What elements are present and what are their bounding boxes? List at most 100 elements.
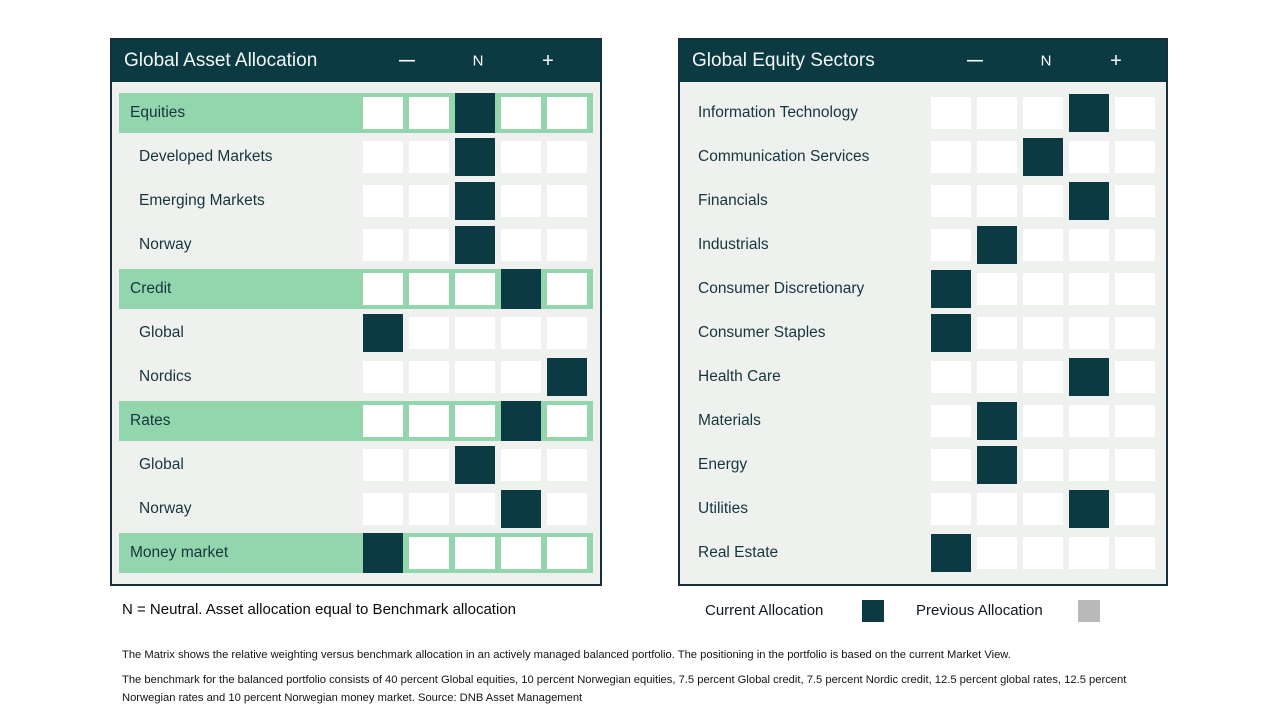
allocation-cell (547, 273, 587, 305)
allocation-cell (547, 317, 587, 349)
allocation-cell-current (363, 533, 403, 573)
allocation-scale (931, 311, 1155, 355)
allocation-cell (363, 97, 403, 129)
allocation-scale (931, 487, 1155, 531)
allocation-cell (1023, 361, 1063, 393)
row-label: Communication Services (698, 148, 870, 165)
allocation-cell-current (1023, 138, 1063, 176)
allocation-cell (455, 317, 495, 349)
allocation-cell (1115, 537, 1155, 569)
allocation-cell (1023, 185, 1063, 217)
allocation-cell (1023, 273, 1063, 305)
table-body: Equities Developed Markets Emerging Market… (112, 82, 600, 584)
allocation-cell (1069, 317, 1109, 349)
allocation-cell (547, 405, 587, 437)
allocation-cell (1115, 185, 1155, 217)
allocation-cell-current (977, 402, 1017, 440)
allocation-cell (455, 361, 495, 393)
row-label: Developed Markets (139, 148, 273, 165)
allocation-cell (1069, 141, 1109, 173)
allocation-scale (363, 311, 587, 355)
row-label: Emerging Markets (139, 192, 265, 209)
row-label: Credit (130, 280, 172, 297)
allocation-cell (409, 229, 449, 261)
allocation-cell (1023, 229, 1063, 261)
table-title: Global Equity Sectors (692, 50, 875, 71)
allocation-cell-current (547, 358, 587, 396)
allocation-scale (363, 223, 587, 267)
allocation-cell (501, 185, 541, 217)
table-header: Global Equity Sectors — N + (680, 40, 1166, 82)
allocation-cell (977, 97, 1017, 129)
allocation-cell (1023, 449, 1063, 481)
row-label: Industrials (698, 236, 769, 253)
allocation-cell (931, 141, 971, 173)
allocation-scale (931, 531, 1155, 575)
allocation-cell (501, 449, 541, 481)
allocation-scale (931, 179, 1155, 223)
allocation-cell (1023, 317, 1063, 349)
row-label: Materials (698, 412, 761, 429)
allocation-cell (1115, 229, 1155, 261)
allocation-cell (501, 141, 541, 173)
allocation-cell (1115, 449, 1155, 481)
footnote-matrix-description: The Matrix shows the relative weighting … (122, 649, 1011, 662)
allocation-cell (501, 229, 541, 261)
footnote-benchmark-description: The benchmark for the balanced portfolio… (122, 674, 1127, 705)
row-label: Norway (139, 236, 192, 253)
allocation-cell (363, 449, 403, 481)
allocation-cell (547, 185, 587, 217)
row-label: Norway (139, 500, 192, 517)
allocation-scale (931, 399, 1155, 443)
allocation-scale (363, 93, 587, 133)
allocation-cell-current (501, 490, 541, 528)
table-row: Utilities (687, 487, 1159, 531)
allocation-scale (363, 269, 587, 309)
allocation-cell (547, 449, 587, 481)
allocation-scale (931, 135, 1155, 179)
allocation-cell (1023, 405, 1063, 437)
row-label: Global (139, 456, 184, 473)
allocation-scale (363, 179, 587, 223)
allocation-cell (1115, 141, 1155, 173)
allocation-cell-current (931, 534, 971, 572)
allocation-cell (977, 361, 1017, 393)
allocation-cell (1023, 97, 1063, 129)
table-row: Norway (119, 487, 593, 531)
allocation-cell (409, 273, 449, 305)
row-label: Real Estate (698, 544, 779, 561)
table-row: Nordics (119, 355, 593, 399)
allocation-scale (363, 533, 587, 573)
row-label: Rates (130, 412, 171, 429)
row-label: Utilities (698, 500, 748, 517)
allocation-cell (931, 97, 971, 129)
allocation-cell (931, 493, 971, 525)
allocation-cell (977, 141, 1017, 173)
allocation-scale (363, 401, 587, 441)
allocation-cell (931, 185, 971, 217)
allocation-cell (977, 185, 1017, 217)
allocation-cell (931, 449, 971, 481)
row-label: Consumer Staples (698, 324, 826, 341)
allocation-cell-current (455, 182, 495, 220)
allocation-cell-current (1069, 94, 1109, 132)
table-row: Energy (687, 443, 1159, 487)
allocation-cell-current (931, 270, 971, 308)
table-row: Developed Markets (119, 135, 593, 179)
allocation-cell (363, 493, 403, 525)
allocation-cell (363, 273, 403, 305)
allocation-cell (409, 405, 449, 437)
allocation-cell (455, 537, 495, 569)
table-row: Health Care (687, 355, 1159, 399)
allocation-cell (409, 449, 449, 481)
plus-scale-label: + (1110, 50, 1122, 72)
table-row: Consumer Discretionary (687, 267, 1159, 311)
row-label: Financials (698, 192, 768, 209)
table-header: Global Asset Allocation — N + (112, 40, 600, 82)
table-row: Information Technology (687, 91, 1159, 135)
table-row: Financials (687, 179, 1159, 223)
allocation-cell-current (501, 401, 541, 441)
allocation-cell (363, 185, 403, 217)
allocation-cell (1115, 493, 1155, 525)
allocation-cell (547, 229, 587, 261)
